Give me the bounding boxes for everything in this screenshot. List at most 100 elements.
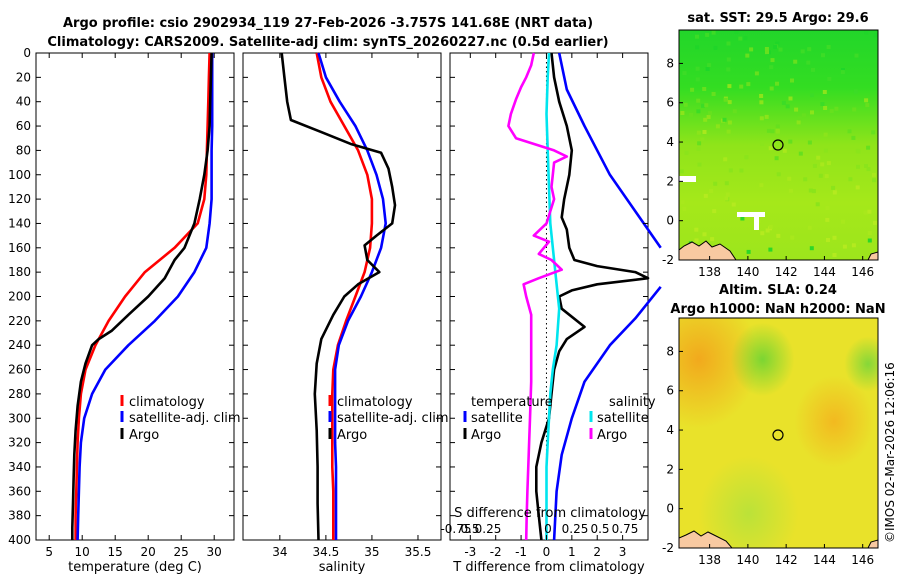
- sst-pixel: [798, 151, 803, 156]
- map-x-tick-label: 146: [851, 265, 874, 279]
- sst-pixel: [867, 209, 872, 214]
- sst-pixel: [726, 57, 731, 62]
- sst-pixel: [745, 53, 750, 58]
- sst-pixel: [723, 97, 728, 102]
- difference-legend: temperature salinity satellite Argo sate…: [463, 395, 656, 443]
- sst-pixel: [782, 148, 787, 153]
- legend-salinity-header: salinity: [609, 395, 656, 410]
- sst-pixel: [727, 100, 732, 105]
- x-tick-label: 1: [568, 545, 576, 559]
- sst-pixel: [832, 253, 837, 257]
- sst-pixel: [867, 238, 872, 243]
- sst-pixel: [866, 145, 871, 150]
- series-s-argo: [507, 52, 569, 541]
- sla-land-new-guinea: [679, 530, 733, 548]
- sst-pixel: [803, 177, 808, 182]
- sst-pixel: [810, 110, 814, 115]
- sst-pixel: [822, 90, 827, 94]
- sst-pixel: [774, 156, 779, 161]
- sst-pixel: [734, 30, 739, 34]
- sst-pixel: [864, 30, 869, 35]
- sst-pixel: [823, 106, 828, 110]
- x-tick-label: 25: [174, 545, 189, 559]
- sla-map-panel: Altim. SLA: 0.24 Argo h1000: NaN h2000: …: [662, 283, 886, 567]
- sst-pixel: [806, 60, 811, 65]
- sst-pixel: [820, 162, 825, 167]
- y-tick-label: 260: [8, 363, 31, 377]
- y-tick-label: 380: [8, 509, 31, 523]
- sst-pixel: [759, 94, 764, 98]
- sst-pixel: [713, 45, 718, 50]
- y-tick-label: 140: [8, 216, 31, 230]
- sst-pixel: [765, 50, 769, 55]
- difference-axes-box: [449, 52, 649, 541]
- sst-pixel: [873, 33, 878, 38]
- legend-t-satellite-label: satellite: [471, 411, 523, 426]
- sst-pixel: [841, 68, 845, 72]
- sst-pixel: [713, 181, 718, 186]
- sst-pixel: [796, 120, 801, 125]
- sst-pixel: [851, 135, 856, 140]
- y-tick-label: 0: [23, 46, 31, 60]
- y-tick-label: 280: [8, 387, 31, 401]
- sst-pixel: [871, 130, 876, 135]
- series-t-satellite: [557, 52, 662, 249]
- map-x-tick-label: 146: [851, 553, 874, 567]
- sst-pixel: [776, 172, 781, 177]
- sst-pixel: [727, 120, 732, 125]
- sst-pixel: [760, 231, 765, 236]
- sst-pixel: [696, 109, 701, 114]
- sst-pixel: [759, 183, 764, 188]
- sst-pixel: [764, 47, 769, 51]
- sst-pixel: [697, 141, 702, 146]
- sst-pixel: [726, 129, 731, 134]
- sst-pixel: [775, 81, 779, 86]
- sst-pixel: [715, 124, 720, 129]
- sst-pixel: [851, 243, 856, 248]
- sst-pixel: [704, 103, 709, 108]
- sst-pixel: [873, 220, 877, 225]
- sst-pixel: [856, 149, 861, 154]
- y-tick-label: 100: [8, 168, 31, 182]
- sst-pixel: [827, 77, 832, 81]
- sst-pixel: [680, 111, 685, 115]
- sst-pixel: [867, 231, 872, 235]
- sst-pixel: [701, 103, 705, 108]
- sst-pixel: [825, 206, 830, 210]
- sst-missing-patch: [737, 212, 765, 217]
- sst-pixel: [811, 189, 816, 194]
- sst-pixel: [781, 100, 786, 105]
- sst-pixel: [809, 246, 814, 251]
- sst-pixel: [760, 142, 765, 146]
- sst-pixel: [864, 164, 868, 168]
- sst-pixel: [865, 103, 870, 108]
- series-climatology: [315, 52, 374, 540]
- sst-pixel: [775, 124, 780, 129]
- sst-pixel: [794, 107, 799, 112]
- sst-pixel: [759, 100, 764, 105]
- salinity-xlabel: salinity: [319, 560, 366, 575]
- x-tick-label: 15: [108, 545, 123, 559]
- sst-pixel: [732, 109, 737, 114]
- sst-pixel: [793, 59, 798, 64]
- s-difference-tick-label: 0: [544, 522, 552, 536]
- sst-pixel: [801, 113, 806, 118]
- sst-pixel: [818, 173, 823, 178]
- sst-pixel: [773, 44, 778, 49]
- sst-pixel: [709, 189, 714, 194]
- sst-pixel: [679, 169, 684, 174]
- sst-pixel: [697, 162, 702, 167]
- temperature-axes-box: [35, 52, 235, 541]
- sst-pixel: [695, 34, 699, 39]
- sst-pixel: [800, 49, 805, 54]
- y-tick-label: 340: [8, 460, 31, 474]
- y-tick-label: 300: [8, 411, 31, 425]
- sst-pixel: [724, 181, 729, 186]
- sst-pixel: [702, 130, 707, 134]
- sst-pixel: [807, 225, 812, 230]
- sst-pixel: [695, 77, 700, 82]
- sst-pixel: [700, 137, 705, 142]
- sst-pixel: [788, 188, 793, 193]
- sst-pixel: [842, 244, 847, 249]
